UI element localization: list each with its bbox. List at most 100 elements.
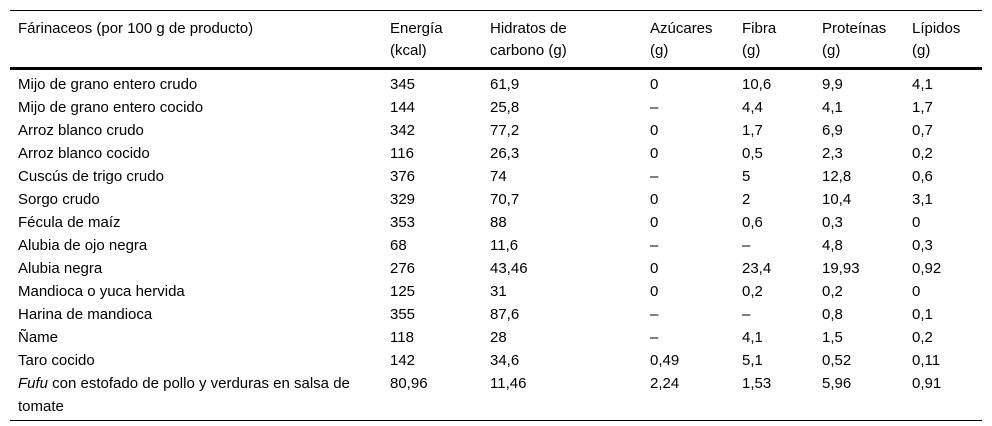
value-cell: 125 xyxy=(390,283,416,300)
column-header-proteinas: Proteínas (g) xyxy=(822,10,912,70)
food-name-italic: Fufu xyxy=(18,375,49,392)
value-cell: 11,46 xyxy=(490,372,650,421)
value-cell: 3,1 xyxy=(912,191,933,208)
value-cell: – xyxy=(650,306,659,323)
value-cell: 342 xyxy=(390,122,416,139)
value-cell: 61,9 xyxy=(490,76,520,93)
value-cell: 329 xyxy=(390,191,416,208)
value-cell: 353 xyxy=(390,214,416,231)
table-header: Fárinaceos (por 100 g de producto) Energ… xyxy=(10,10,982,70)
food-name-cell: Ñame xyxy=(18,329,59,346)
value-cell: 0,11 xyxy=(912,352,941,369)
value-cell: 1,53 xyxy=(742,372,822,421)
value-cell: – xyxy=(650,237,659,254)
food-name-cell: Arroz blanco crudo xyxy=(18,122,144,139)
value-cell: 1,7 xyxy=(742,122,763,139)
value-cell: 4,4 xyxy=(742,99,763,116)
value-cell: – xyxy=(742,306,751,323)
value-cell: 5,96 xyxy=(822,372,912,421)
value-cell: 43,46 xyxy=(490,260,528,277)
table-row: Mijo de grano entero crudo 345 61,9 0 10,6 9,… xyxy=(10,69,982,97)
value-cell: 0,1 xyxy=(912,306,933,323)
value-cell: 70,7 xyxy=(490,191,520,208)
value-cell: 0,6 xyxy=(742,214,763,231)
value-cell: 0,2 xyxy=(822,283,843,300)
value-cell: 0 xyxy=(650,191,659,208)
value-cell: 1,5 xyxy=(822,329,843,346)
value-cell: – xyxy=(650,329,659,346)
table-row: Alubia de ojo negra 68 11,6 – – 4,8 0,3 xyxy=(10,234,982,257)
value-cell: 0,8 xyxy=(822,306,843,323)
value-cell: 12,8 xyxy=(822,168,852,185)
column-header-energia: Energía (kcal) xyxy=(390,10,490,70)
value-cell: 10,4 xyxy=(822,191,852,208)
value-cell: 80,96 xyxy=(390,372,490,421)
value-cell: 4,8 xyxy=(822,237,843,254)
value-cell: 34,6 xyxy=(490,352,520,369)
value-cell: 4,1 xyxy=(912,76,933,93)
value-cell: 0 xyxy=(650,122,659,139)
table-row: Arroz blanco crudo 342 77,2 0 1,7 6,9 0,7 xyxy=(10,119,982,142)
value-cell: 19,93 xyxy=(822,260,860,277)
value-cell: 87,6 xyxy=(490,306,520,323)
column-header-lipidos: Lípidos (g) xyxy=(912,10,982,70)
food-name-cell: Taro cocido xyxy=(18,352,95,369)
value-cell: 25,8 xyxy=(490,99,520,116)
food-name-cell: Cuscús de trigo crudo xyxy=(18,168,164,185)
value-cell: 6,9 xyxy=(822,122,843,139)
value-cell: 144 xyxy=(390,99,416,116)
value-cell: 0 xyxy=(650,145,659,162)
table-row: Sorgo crudo 329 70,7 0 2 10,4 3,1 xyxy=(10,188,982,211)
table-row: Cuscús de trigo crudo 376 74 – 5 12,8 0,6 xyxy=(10,165,982,188)
nutrition-table-container: Fárinaceos (por 100 g de producto) Energ… xyxy=(10,10,982,421)
value-cell: 0 xyxy=(912,214,921,231)
value-cell: 26,3 xyxy=(490,145,520,162)
value-cell: 88 xyxy=(490,214,507,231)
value-cell: 68 xyxy=(390,237,407,254)
food-name-cell: Arroz blanco cocido xyxy=(18,145,150,162)
value-cell: 376 xyxy=(390,168,416,185)
value-cell: 0,2 xyxy=(912,329,933,346)
table-row: Arroz blanco cocido 116 26,3 0 0,5 2,3 0,2 xyxy=(10,142,982,165)
value-cell: 5,1 xyxy=(742,352,763,369)
table-row: Fufu con estofado de pollo y verduras en… xyxy=(10,372,982,421)
value-cell: 0,92 xyxy=(912,260,942,277)
value-cell: 276 xyxy=(390,260,416,277)
value-cell: – xyxy=(742,237,751,254)
food-name-cell: Mandioca o yuca hervida xyxy=(18,283,185,300)
table-row: Mandioca o yuca hervida 125 31 0 0,2 0,2 0 xyxy=(10,280,982,303)
value-cell: 4,1 xyxy=(822,99,843,116)
value-cell: 355 xyxy=(390,306,416,323)
value-cell: 0,7 xyxy=(912,122,933,139)
food-name-cell: Alubia de ojo negra xyxy=(18,237,148,254)
nutrition-table: Fárinaceos (por 100 g de producto) Energ… xyxy=(10,10,982,421)
value-cell: 2 xyxy=(742,191,751,208)
value-cell: 0 xyxy=(650,283,659,300)
value-cell: 0,2 xyxy=(742,283,763,300)
value-cell: 116 xyxy=(390,145,414,162)
food-name-cell: Mijo de grano entero crudo xyxy=(18,76,198,93)
value-cell: 11,6 xyxy=(490,237,519,254)
value-cell: 2,3 xyxy=(822,145,843,162)
value-cell: 77,2 xyxy=(490,122,520,139)
value-cell: 5 xyxy=(742,168,751,185)
header-row: Fárinaceos (por 100 g de producto) Energ… xyxy=(10,10,982,70)
value-cell: 0,52 xyxy=(822,352,852,369)
value-cell: 9,9 xyxy=(822,76,843,93)
value-cell: 0 xyxy=(650,214,659,231)
value-cell: 2,24 xyxy=(650,372,742,421)
table-body: Mijo de grano entero crudo 345 61,9 0 10,6 9,… xyxy=(10,69,982,421)
table-row: Alubia negra 276 43,46 0 23,4 19,93 0,92 xyxy=(10,257,982,280)
food-name-cell: Fécula de maíz xyxy=(18,214,121,231)
food-name-cell: Sorgo crudo xyxy=(18,191,100,208)
table-row: Harina de mandioca 355 87,6 – – 0,8 0,1 xyxy=(10,303,982,326)
value-cell: 0 xyxy=(650,76,659,93)
column-header-azucares: Azúcares (g) xyxy=(650,10,742,70)
value-cell: 0 xyxy=(650,260,659,277)
table-row: Fécula de maíz 353 88 0 0,6 0,3 0 xyxy=(10,211,982,234)
column-header-farinaceos: Fárinaceos (por 100 g de producto) xyxy=(10,10,390,70)
column-header-fibra: Fibra (g) xyxy=(742,10,822,70)
value-cell: 0,49 xyxy=(650,352,680,369)
value-cell: 118 xyxy=(390,329,414,346)
value-cell: 10,6 xyxy=(742,76,772,93)
